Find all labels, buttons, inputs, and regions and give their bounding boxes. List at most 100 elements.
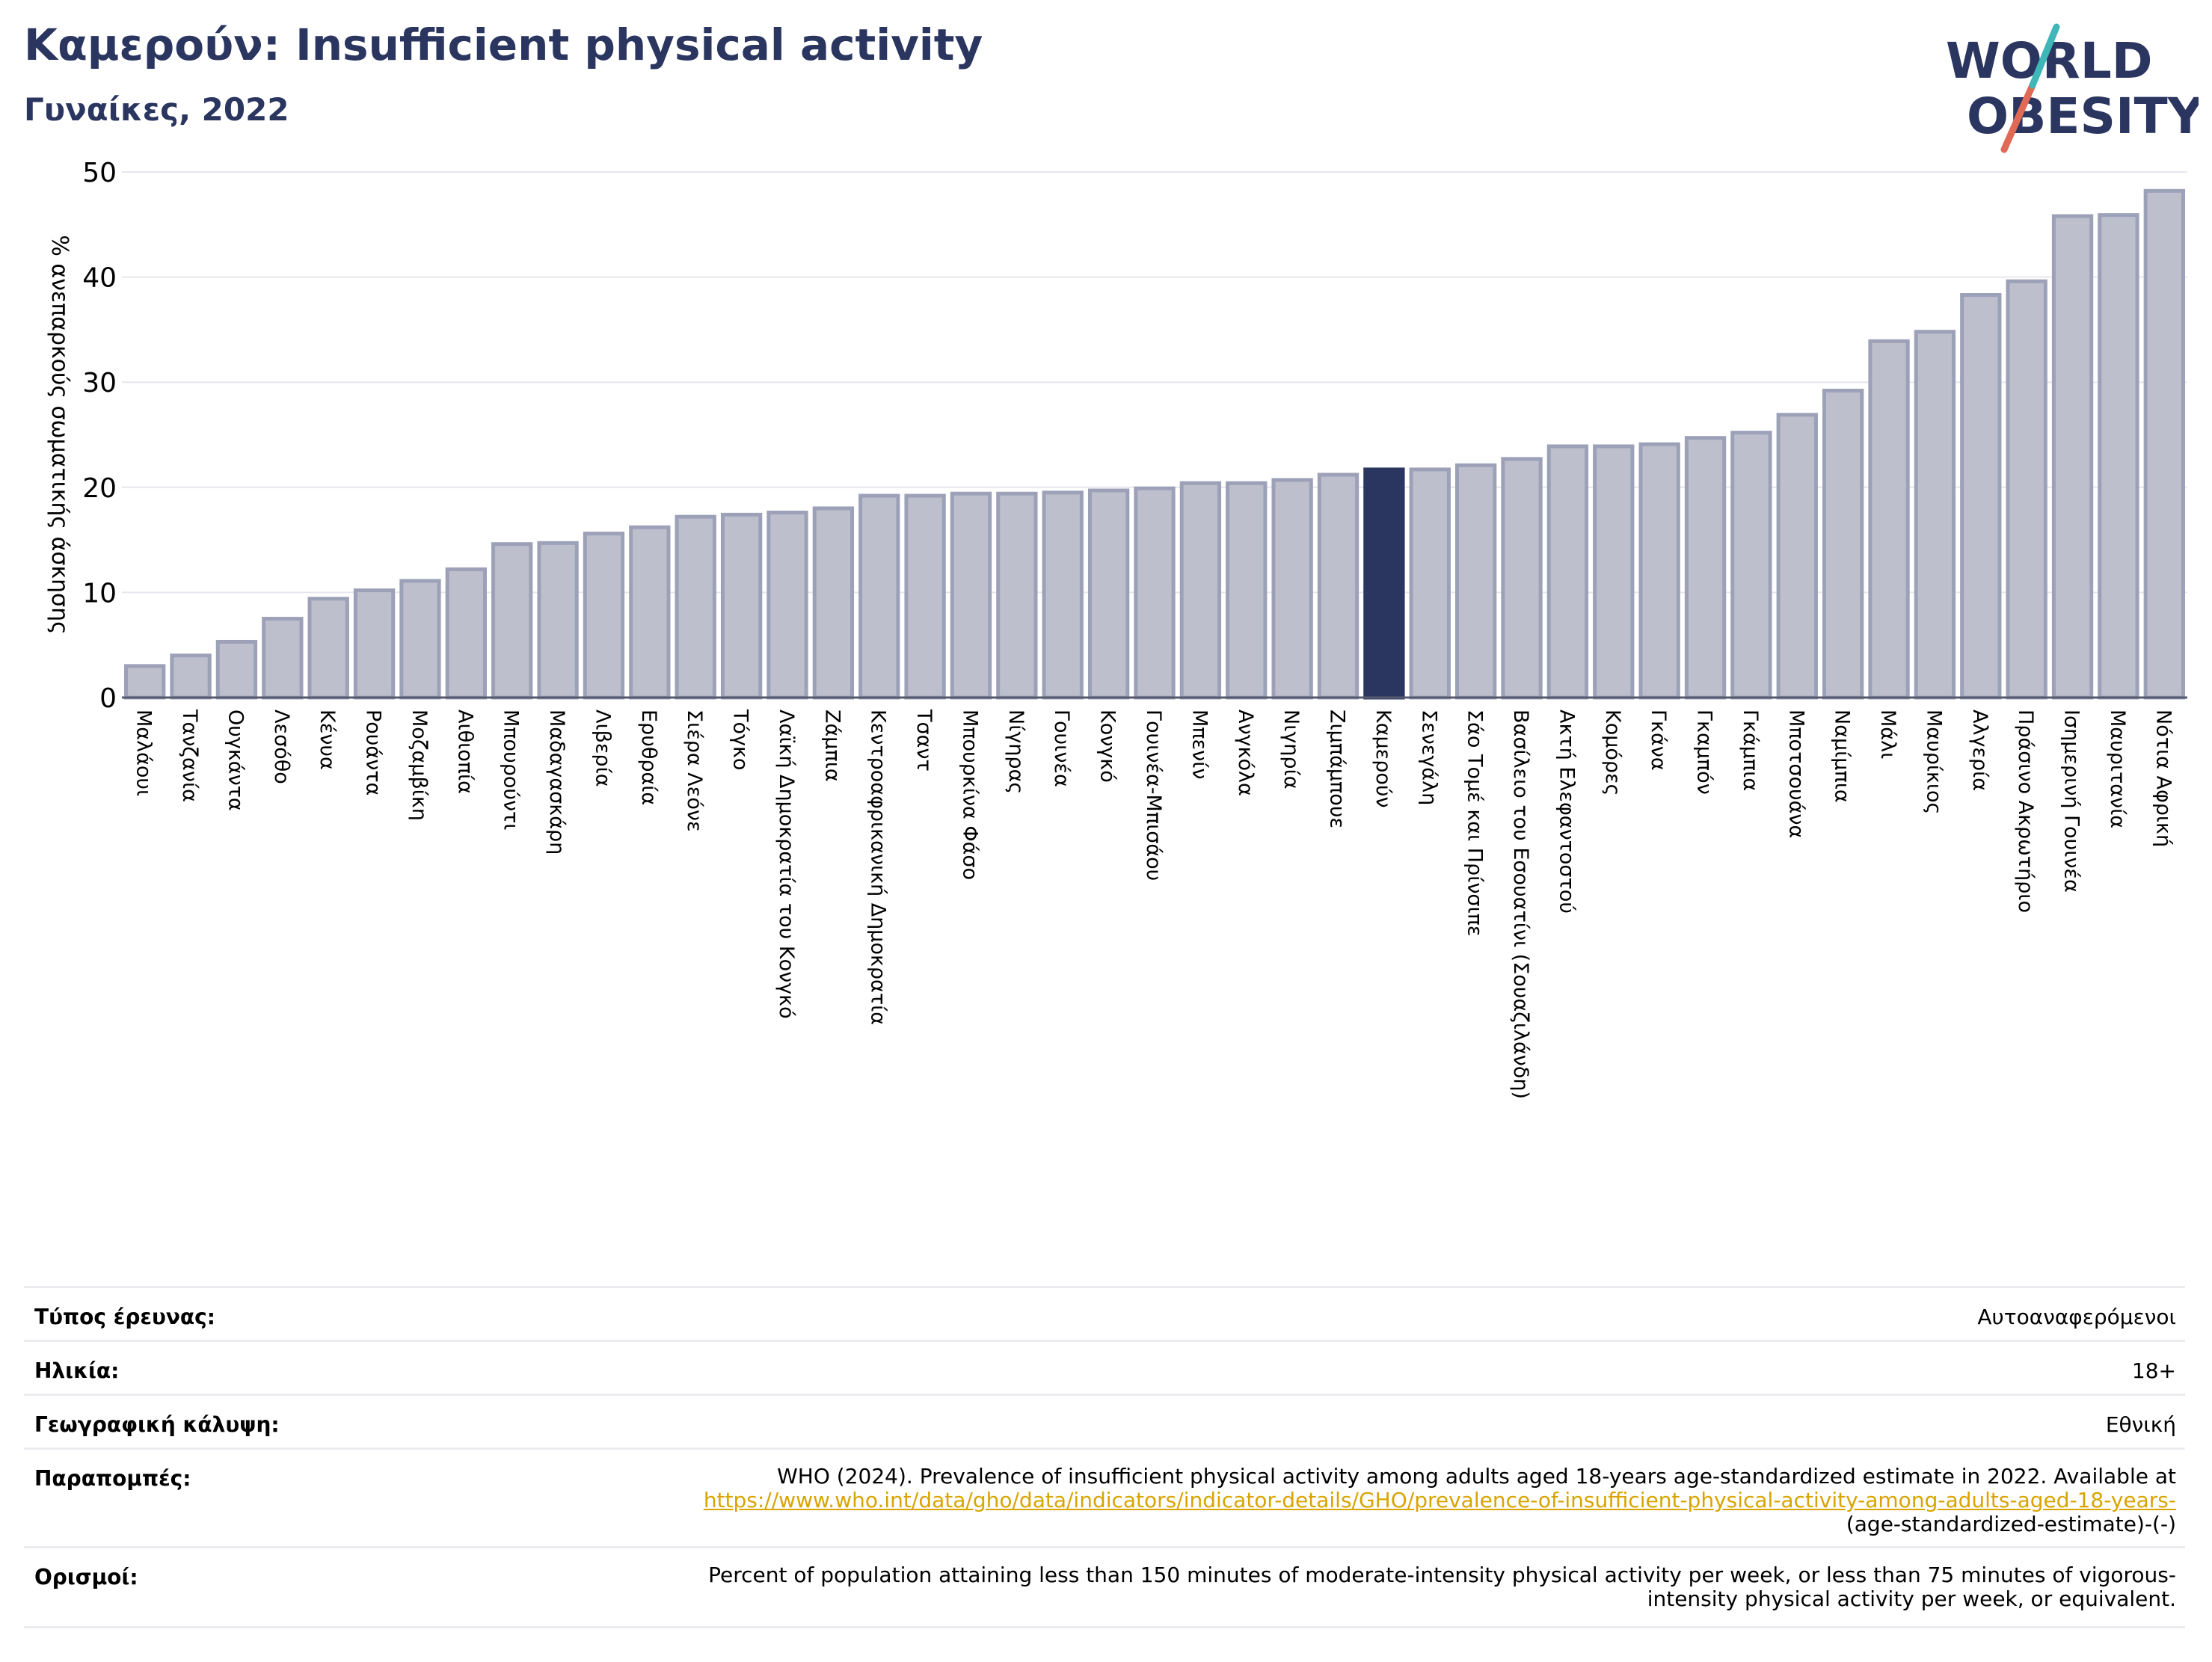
info-label: Παραπομπές: (34, 1466, 191, 1491)
info-row-references: Παραπομπές: WHO (2024). Prevalence of in… (24, 1447, 2185, 1548)
x-tick-label: Λεσόθο (270, 710, 293, 784)
x-tick-label: Καμερούν (1371, 710, 1395, 808)
bar (1914, 330, 1956, 700)
x-tick-label: Πράσινο Ακρωτήριο (2014, 710, 2037, 913)
x-tick-label: Ανγκόλα (1234, 710, 1257, 796)
bar (1638, 442, 1680, 700)
info-label: Ορισμοί: (34, 1565, 138, 1589)
x-tick-label: Κομόρες (1601, 710, 1624, 796)
bar (1409, 467, 1451, 700)
bar (858, 493, 900, 700)
chart-subtitle: Γυναίκες, 2022 (24, 91, 289, 128)
references-text: WHO (2024). Prevalence of insufficient p… (777, 1464, 2176, 1489)
x-tick-label: Γκάμπια (1739, 710, 1762, 791)
references-tail: (age-standardized-estimate)-(-) (1846, 1512, 2176, 1536)
x-tick-label: Τανζανία (178, 709, 201, 802)
bar (1454, 463, 1497, 700)
bar (215, 639, 258, 700)
logo-slash-teal (2029, 23, 2060, 89)
x-tick-label: Ναμίμπια (1831, 710, 1854, 803)
definitions-line1: Percent of population attaining less tha… (708, 1563, 2176, 1587)
info-row-definitions: Ορισμοί: Percent of population attaining… (24, 1546, 2185, 1628)
y-tick-label: 40 (82, 263, 117, 294)
x-tick-label: Μπενίν (1188, 710, 1211, 779)
x-tick-label: Ουγκάντα (224, 710, 247, 811)
x-tick-label: Σάο Τομέ και Πρίνσιπε (1463, 710, 1487, 937)
bar (1087, 488, 1130, 700)
bar (996, 491, 1038, 700)
bar (2051, 214, 2094, 700)
x-tick-label: Ζάμπια (820, 710, 844, 782)
info-value: 18+ (2131, 1358, 2176, 1383)
info-value: Αυτοαναφερόμενοι (1977, 1305, 2176, 1329)
x-tick-label: Γκαμπόν (1693, 710, 1716, 795)
x-tick-label: Ρουάντα (362, 710, 385, 795)
bar (629, 525, 671, 700)
bar (1684, 436, 1727, 700)
bar (1134, 486, 1176, 700)
x-tick-label: Αιθιοπία (453, 710, 476, 794)
x-tick-label: Γουινέα (1050, 710, 1073, 787)
x-tick-label: Γουινέα-Μπισάου (1142, 710, 1165, 881)
info-value: Εθνική (2105, 1412, 2176, 1437)
bar (491, 542, 533, 700)
bar-chart-svg: 0 10 20 30 40 50 % ανεπαρκούς σωματικής άσκηση… (46, 158, 2187, 1099)
y-axis-label: % ανεπαρκούς σωματικής άσκησης (46, 235, 73, 634)
x-tick-label: Μπουρούντι (500, 710, 523, 830)
bar (262, 617, 304, 700)
x-tick-label: Αλγερία (1968, 710, 1991, 791)
bar (1042, 490, 1084, 700)
bar (1960, 293, 2002, 700)
x-tick-label: Τόγκο (729, 709, 752, 770)
y-tick-label: 30 (82, 368, 117, 398)
x-tick-label: Τσαντ (912, 709, 936, 772)
y-tick-label: 0 (99, 683, 117, 714)
bar (399, 579, 441, 700)
chart-title: Καμερούν: Insufficient physical activity (24, 19, 983, 70)
bar (2143, 188, 2185, 700)
references-link[interactable]: https://www.who.int/data/gho/data/indica… (703, 1488, 2176, 1512)
y-tick-label: 20 (82, 473, 117, 504)
x-tick-label: Νιγηρία (1279, 710, 1303, 790)
info-row-age: Ηλικία: 18+ (24, 1340, 2185, 1396)
info-row-survey: Τύπος έρευνας: Αυτοαναφερόμενοι (24, 1286, 2185, 1342)
logo-graphic: WORLD OBESITY (1946, 23, 2199, 153)
x-tick-label: Ζιμπάμπουε (1326, 710, 1349, 828)
x-tick-label: Μπουρκίνα Φάσο (958, 710, 981, 880)
bar (2098, 213, 2139, 700)
bar (1730, 431, 1772, 700)
bar (1822, 388, 1864, 700)
bar (170, 653, 212, 700)
x-tick-label: Κένυα (316, 710, 339, 770)
x-tick-label: Βασίλειο του Εσουατίνι (Σουαζιλάνδη) (1509, 710, 1532, 1099)
bar (766, 511, 808, 700)
y-tick-label: 50 (82, 158, 117, 188)
x-tick-label: Κεντροαφρικανική Δημοκρατία (867, 710, 890, 1025)
x-tick-label: Ισημερινή Γουινέα (2060, 710, 2083, 893)
bar (1776, 413, 1818, 700)
bar (1546, 444, 1589, 700)
logo-line2: OBESITY (1967, 87, 2199, 145)
bar (1868, 339, 1910, 700)
x-tick-label: Μοζαμβίκη (408, 710, 431, 821)
x-tick-label: Μαδαγασκάρη (545, 710, 568, 855)
bar (1363, 467, 1405, 700)
x-tick-label: Ακτή Ελεφαντοστού (1555, 710, 1578, 914)
x-tick-label: Μποτσουάνα (1784, 710, 1807, 838)
info-row-coverage: Γεωγραφική κάλυψη: Εθνική (24, 1394, 2185, 1450)
x-tick-label: Μαυρίκιος (1922, 710, 1945, 814)
info-label: Τύπος έρευνας: (34, 1305, 215, 1329)
world-obesity-logo: WORLD OBESITY (1944, 21, 2199, 156)
definitions-value: Percent of population attaining less tha… (531, 1563, 2176, 1611)
bar (537, 541, 579, 700)
x-tick-label: Γκάνα (1647, 710, 1670, 771)
info-label: Ηλικία: (34, 1358, 120, 1383)
bar (307, 597, 349, 700)
bar (1179, 481, 1222, 700)
x-tick-label: Σιέρα Λεόνε (683, 710, 706, 832)
y-tick-label: 10 (82, 578, 117, 609)
info-label: Γεωγραφική κάλυψη: (34, 1412, 280, 1437)
bar-chart: 0 10 20 30 40 50 % ανεπαρκούς σωματικής άσκηση… (46, 158, 2187, 1099)
bar (675, 514, 716, 700)
bar (2006, 279, 2047, 700)
